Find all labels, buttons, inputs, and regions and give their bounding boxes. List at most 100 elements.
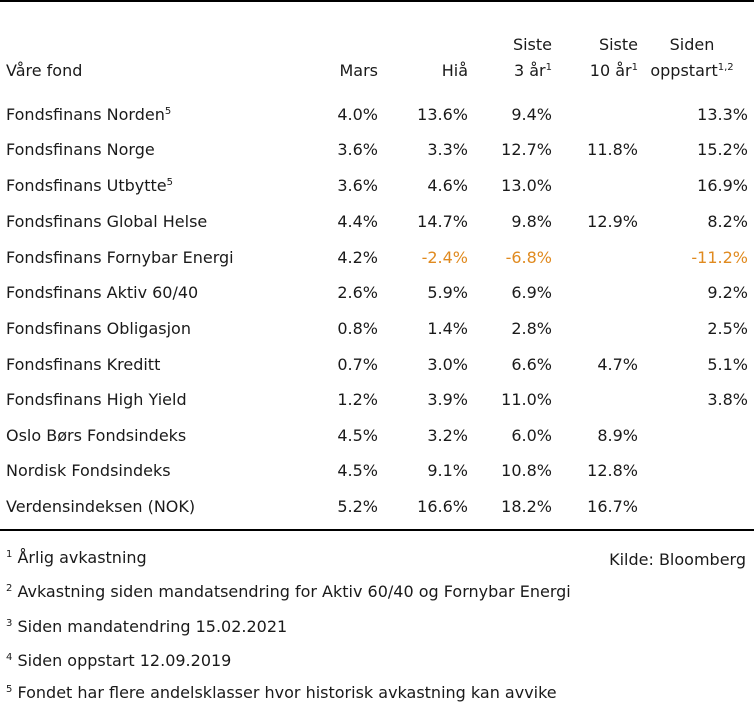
cell-mars: 5.2% (337, 497, 378, 516)
cell-since: 15.2% (697, 140, 748, 159)
fund-name: Fondsfinans Global Helse (6, 212, 208, 231)
fund-name: Fondsfinans Norden (6, 105, 165, 124)
cell-since (640, 453, 748, 489)
header-siste-10-line2: 10 år (589, 61, 632, 80)
fund-name: Fondsfinans Kreditt (6, 355, 161, 374)
cell-3y: 6.0% (511, 426, 552, 445)
cell-hia: 3.0% (427, 355, 468, 374)
cell-3y: 10.8% (501, 461, 552, 480)
table-row: Verdensindeksen (NOK) 5.2% 16.6% 18.2% 1… (0, 489, 754, 525)
footnote-text: Siden oppstart 12.09.2019 (17, 651, 232, 670)
header-mars: Mars (300, 32, 378, 84)
cell-since (640, 489, 748, 525)
cell-mars: 2.6% (337, 283, 378, 302)
header-siden-line2: oppstart (650, 61, 718, 80)
table-bottom-rule (0, 529, 754, 531)
footnote-marker: 3 (6, 618, 13, 629)
cell-hia: 4.6% (427, 176, 468, 195)
source-note: Kilde: Bloomberg (609, 550, 746, 569)
header-fund-name: Våre fond (6, 32, 82, 84)
cell-mars: 3.6% (337, 140, 378, 159)
fund-name: Fondsfinans Utbytte (6, 176, 167, 195)
cell-10y (558, 240, 638, 276)
header-hia: Hiå (390, 32, 468, 84)
header-siden-oppstart: Siden oppstart1,2 (640, 32, 744, 84)
header-siste-3-line2: 3 år (513, 61, 546, 80)
fund-name: Fondsfinans High Yield (6, 390, 187, 409)
cell-3y: 9.8% (511, 212, 552, 231)
table-row: Nordisk Fondsindeks 4.5% 9.1% 10.8% 12.8… (0, 453, 754, 489)
header-siste-3-line1: Siste (512, 35, 552, 54)
cell-10y: 11.8% (587, 140, 638, 159)
footnote-marker: 2 (6, 583, 13, 594)
cell-hia: 5.9% (427, 283, 468, 302)
cell-10y (558, 275, 638, 311)
cell-3y: 2.8% (511, 319, 552, 338)
cell-mars: 4.4% (337, 212, 378, 231)
cell-3y: 11.0% (501, 390, 552, 409)
footnote-marker: 5 (6, 684, 13, 695)
fund-name-sup: 5 (166, 177, 174, 188)
cell-mars: 0.7% (337, 355, 378, 374)
cell-3y: 18.2% (501, 497, 552, 516)
table-row: Fondsfinans Aktiv 60/40 2.6% 5.9% 6.9% 9… (0, 275, 754, 311)
table-row: Fondsfinans Fornybar Energi 4.2% -2.4% -… (0, 240, 754, 276)
cell-10y: 12.9% (587, 212, 638, 231)
cell-mars: 4.2% (337, 248, 378, 267)
cell-hia: 3.3% (427, 140, 468, 159)
fund-name: Fondsfinans Aktiv 60/40 (6, 283, 199, 302)
cell-since: 2.5% (707, 319, 748, 338)
cell-mars: 0.8% (337, 319, 378, 338)
cell-10y (558, 168, 638, 204)
cell-hia: 14.7% (417, 212, 468, 231)
cell-10y (558, 97, 638, 133)
cell-3y: 12.7% (501, 140, 552, 159)
footnote: 5 Fondet har flere andelsklasser hvor hi… (6, 678, 557, 708)
fund-name-sup: 5 (164, 106, 172, 117)
footnote-marker: 1 (6, 549, 13, 560)
table-row: Fondsfinans Norge 3.6% 3.3% 12.7% 11.8% … (0, 132, 754, 168)
cell-since: 5.1% (707, 355, 748, 374)
fund-name: Nordisk Fondsindeks (6, 461, 171, 480)
fund-name: Oslo Børs Fondsindeks (6, 426, 187, 445)
fund-name: Fondsfinans Norge (6, 140, 155, 159)
footnote: 1 Årlig avkastning (6, 543, 147, 573)
cell-10y: 12.8% (587, 461, 638, 480)
table-row: Fondsfinans Utbytte5 3.6% 4.6% 13.0% 16.… (0, 168, 754, 204)
table-row: Fondsfinans Norden5 4.0% 13.6% 9.4% 13.3… (0, 97, 754, 133)
header-siden-line1: Siden (669, 35, 715, 54)
table-row: Fondsfinans High Yield 1.2% 3.9% 11.0% 3… (0, 382, 754, 418)
cell-since-negative: -11.2% (691, 248, 748, 267)
header-siste-10-line1: Siste (598, 35, 638, 54)
fund-name: Verdensindeksen (NOK) (6, 497, 196, 516)
cell-10y (558, 311, 638, 347)
cell-mars: 1.2% (337, 390, 378, 409)
header-siden-sup: 1,2 (717, 62, 734, 73)
header-siste-10: Siste 10 år1 (558, 32, 638, 84)
header-mars-label: Mars (339, 61, 378, 80)
cell-3y: 6.6% (511, 355, 552, 374)
cell-since: 9.2% (707, 283, 748, 302)
cell-mars: 4.5% (337, 461, 378, 480)
fund-name: Fondsfinans Obligasjon (6, 319, 191, 338)
header-hia-label: Hiå (441, 61, 468, 80)
table-row: Fondsfinans Kreditt 0.7% 3.0% 6.6% 4.7% … (0, 347, 754, 383)
cell-10y: 4.7% (597, 355, 638, 374)
cell-mars: 4.0% (337, 105, 378, 124)
cell-3y: 9.4% (511, 105, 552, 124)
cell-since: 8.2% (707, 212, 748, 231)
footnote-text: Årlig avkastning (17, 548, 147, 567)
footnote: 3 Siden mandatendring 15.02.2021 (6, 612, 287, 642)
footnote-text: Fondet har flere andelsklasser hvor hist… (17, 683, 557, 702)
cell-3y: 13.0% (501, 176, 552, 195)
cell-mars: 3.6% (337, 176, 378, 195)
cell-since (640, 418, 748, 454)
cell-mars: 4.5% (337, 426, 378, 445)
footnote: 2 Avkastning siden mandatsendring for Ak… (6, 577, 571, 607)
cell-hia: 13.6% (417, 105, 468, 124)
header-siste-10-sup: 1 (631, 62, 638, 73)
header-siste-3-sup: 1 (545, 62, 552, 73)
cell-hia: 1.4% (427, 319, 468, 338)
header-siste-3: Siste 3 år1 (472, 32, 552, 84)
cell-10y: 8.9% (597, 426, 638, 445)
